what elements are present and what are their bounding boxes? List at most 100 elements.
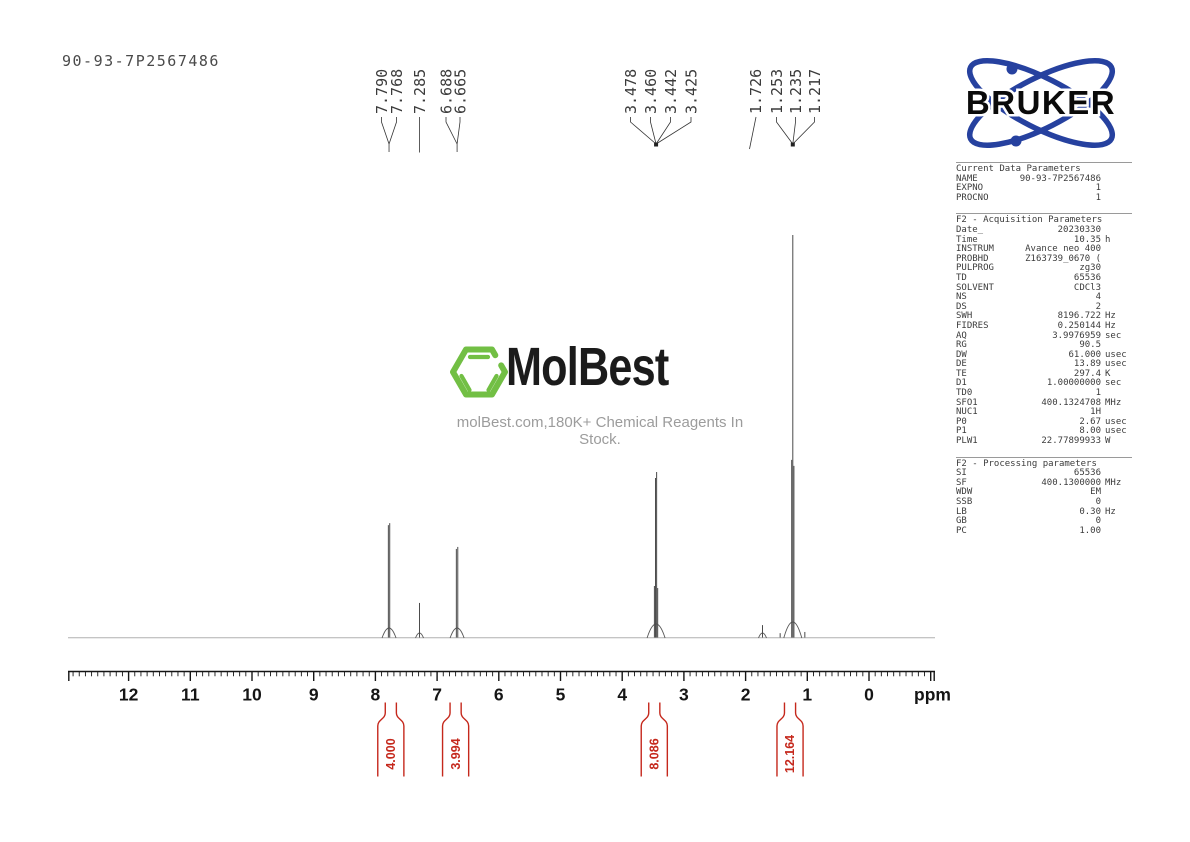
param-unit: Hz	[1105, 320, 1116, 331]
param-label: TD0	[956, 388, 973, 399]
axis-tick-label: 2	[741, 685, 751, 705]
bruker-atom-icon: BRUKER	[963, 58, 1117, 148]
bruker-logo: BRUKER	[952, 56, 1130, 148]
watermark-brand: MolBest	[506, 337, 669, 397]
param-value: 1	[1095, 388, 1101, 399]
param-row: DS 2	[956, 302, 1132, 313]
param-value: 1	[1095, 183, 1101, 194]
param-label: Date_	[956, 224, 984, 235]
molbest-watermark: MolBest molBest.com,180K+ Chemical Reage…	[440, 332, 760, 448]
param-value: Avance neo 400	[1025, 244, 1101, 255]
integral-bracket	[377, 702, 386, 777]
param-label: SSB	[956, 497, 973, 507]
axis-tick-label: 0	[864, 685, 874, 705]
param-row: P0 2.67 usec	[956, 416, 1132, 428]
param-row: EXPNO 1	[956, 184, 1132, 194]
integral-bracket	[395, 702, 405, 777]
param-value: 0	[1095, 497, 1101, 507]
peak-label-connector	[749, 116, 757, 150]
param-label: SOLVENT	[956, 282, 994, 293]
param-row: Date_ 20230330	[956, 224, 1132, 236]
param-value: 0.250144	[1057, 320, 1101, 331]
param-row: DW 61.000 usec	[956, 349, 1132, 361]
param-row: NAME 90-93-7P2567486	[956, 173, 1132, 185]
param-section-title: F2 - Processing parameters	[956, 458, 1097, 469]
param-value: 400.1300000	[1041, 477, 1101, 488]
param-value: 4	[1095, 292, 1101, 303]
param-label: NS	[956, 292, 967, 303]
param-row: DE 13.89 usec	[956, 360, 1132, 370]
peak-shift-label: 7.790	[373, 69, 391, 114]
integral-value: 12.164	[783, 735, 797, 773]
param-value: 1.00000000	[1046, 378, 1101, 389]
peak-shift-label: 3.460	[642, 69, 660, 114]
param-value: 22.77899933	[1041, 436, 1101, 447]
param-value: 61.000	[1068, 349, 1101, 360]
param-value: 65536	[1073, 272, 1101, 283]
param-row: NUC1 1H	[956, 408, 1132, 418]
param-value: 65536	[1073, 468, 1101, 479]
param-row: RG 90.5	[956, 340, 1132, 351]
peak-shift-label: 3.478	[622, 69, 640, 114]
axis-tick-label: 7	[432, 685, 442, 705]
param-value: 0	[1095, 516, 1101, 527]
peak-shift-label: 1.253	[768, 69, 786, 114]
param-value: 297.4	[1073, 368, 1101, 379]
param-section: F2 - Acquisition Parameters Date_ 20230330…	[956, 213, 1132, 446]
param-unit: MHz	[1105, 477, 1122, 488]
parameters-panel: Current Data Parameters NAME 90-93-7P25674…	[956, 162, 1132, 546]
param-value: 20230330	[1057, 224, 1101, 235]
peak-shift-label: 6.665	[452, 69, 470, 114]
param-label: RG	[956, 340, 967, 351]
param-row: SFO1 400.1324708 MHz	[956, 397, 1132, 409]
param-row: FIDRES 0.250144 Hz	[956, 320, 1132, 332]
peak-label-connector	[381, 117, 390, 145]
param-value: 90-93-7P2567486	[1019, 173, 1101, 184]
param-label: LB	[956, 506, 967, 517]
peak-shift-label: 7.285	[411, 69, 429, 114]
axis-tick-label: 8	[371, 685, 381, 705]
param-label: SWH	[956, 311, 973, 322]
param-value: 1	[1095, 192, 1101, 203]
param-row: TD0 1	[956, 388, 1132, 399]
param-label: GB	[956, 516, 967, 527]
integral-value: 4.000	[384, 738, 398, 769]
param-value: 0.30	[1079, 506, 1101, 517]
param-row: AQ 3.9976959 sec	[956, 331, 1132, 342]
param-label: WDW	[956, 487, 973, 498]
param-value: 2.67	[1079, 416, 1101, 427]
param-row: PC 1.00	[956, 525, 1132, 537]
peak-label-connector	[630, 117, 657, 145]
hexagon-outline	[450, 346, 508, 398]
param-value: CDCl3	[1073, 282, 1101, 293]
peak-label-connector	[456, 117, 461, 145]
param-label: PULPROG	[956, 263, 994, 274]
param-row: SOLVENT CDCl3	[956, 282, 1132, 294]
param-label: TE	[956, 368, 967, 379]
peak-label-connector	[388, 117, 397, 145]
peak-label-connector	[792, 117, 796, 145]
axis-tick-label: 6	[494, 685, 504, 705]
param-row: Time 10.35 h	[956, 234, 1132, 246]
connector-square-marker	[654, 142, 659, 147]
hexagon-inner-bond-left	[459, 373, 472, 393]
param-value: 400.1324708	[1041, 397, 1101, 408]
peak-label-connector	[655, 117, 671, 145]
param-label: DE	[956, 359, 967, 370]
param-unit: usec	[1105, 426, 1127, 437]
integral-bracket	[659, 702, 669, 777]
peak-label-connector	[792, 117, 815, 145]
integral-value: 8.086	[647, 738, 661, 769]
param-label: SF	[956, 477, 967, 488]
param-label: INSTRUM	[956, 244, 994, 255]
param-row: INSTRUM Avance neo 400	[956, 245, 1132, 255]
param-unit: h	[1105, 234, 1111, 245]
param-label: Time	[956, 234, 978, 245]
param-value: zg30	[1079, 263, 1101, 274]
axis-tick-label: 3	[679, 685, 689, 705]
axis-tick-label: 9	[309, 685, 319, 705]
peak-shift-label: 3.442	[662, 69, 680, 114]
param-value: 1.00	[1079, 525, 1101, 536]
integral-bracket	[640, 702, 650, 777]
param-row: SSB 0	[956, 497, 1132, 508]
